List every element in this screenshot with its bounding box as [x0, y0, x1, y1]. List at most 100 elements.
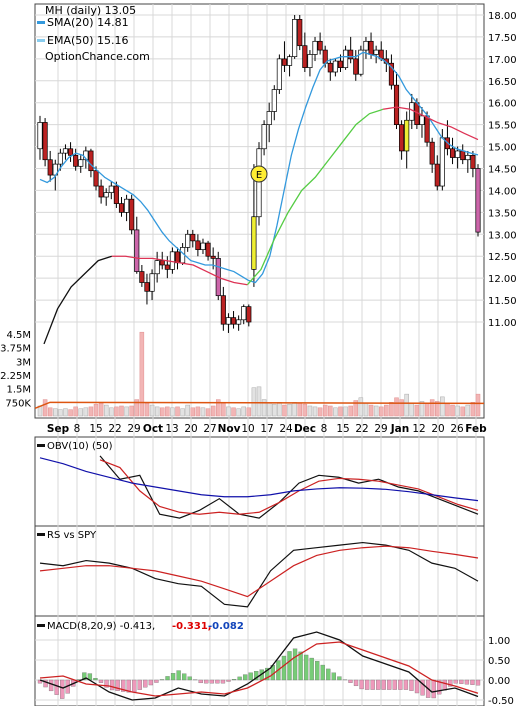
- macd-histogram-bar: [409, 679, 414, 691]
- candle-body: [62, 148, 69, 154]
- macd-tick-label: -0.50: [488, 696, 514, 706]
- volume-bar: [429, 399, 435, 417]
- candlestick: [62, 144, 69, 160]
- candlestick: [113, 181, 119, 208]
- candlestick: [190, 229, 196, 248]
- candlestick: [118, 197, 125, 217]
- date-tick-label: 24: [279, 423, 293, 435]
- macd-tick-label: 0.50: [488, 656, 510, 667]
- date-tick-label: Oct: [143, 423, 163, 435]
- macd-histogram-bar: [132, 679, 137, 693]
- candlestick: [388, 54, 394, 90]
- candle-body: [343, 49, 349, 68]
- volume-bar: [440, 396, 445, 417]
- volume-bar: [241, 406, 246, 417]
- candle-body: [327, 62, 333, 73]
- candlestick: [47, 150, 53, 182]
- candle-body: [225, 317, 231, 325]
- candle-body: [113, 185, 119, 204]
- macd-histogram-bar: [43, 679, 48, 688]
- candlestick: [108, 181, 114, 200]
- volume-bar: [134, 399, 140, 417]
- candlestick: [307, 50, 313, 77]
- candle-body: [57, 152, 63, 165]
- candle-body: [78, 159, 84, 167]
- price-tick-label: 16.00: [488, 99, 517, 110]
- date-tick-label: 13: [165, 423, 178, 435]
- date-tick-label: Feb: [465, 423, 487, 435]
- volume-bar: [409, 402, 415, 417]
- macd-histogram-bar: [298, 651, 303, 681]
- candlestick: [251, 164, 257, 287]
- candle-body: [266, 111, 272, 125]
- macd-histogram-bar: [448, 679, 453, 687]
- candlestick: [358, 45, 364, 77]
- candle-body: [281, 58, 288, 66]
- candle-body: [103, 192, 109, 198]
- candlestick: [144, 273, 150, 305]
- volume-bar: [88, 406, 94, 417]
- price-tick-label: 15.50: [488, 121, 517, 132]
- candlestick: [205, 240, 211, 261]
- date-tick-label: 22: [108, 423, 121, 435]
- candle-body: [399, 124, 405, 152]
- macd-histogram-bar: [392, 679, 397, 690]
- candlestick: [139, 264, 145, 287]
- volume-tick-label: 750K: [5, 398, 31, 409]
- volume-bar: [231, 407, 236, 417]
- candle-body: [144, 282, 150, 292]
- candle-body: [118, 203, 125, 213]
- price-tick-label: 14.00: [488, 186, 517, 197]
- macd-histogram-bar: [420, 679, 425, 696]
- macd-histogram-bar: [265, 667, 270, 681]
- volume-bar: [236, 408, 241, 417]
- macd-histogram-bar: [109, 679, 115, 691]
- macd-histogram-bar: [121, 679, 126, 692]
- macd-histogram-bar: [453, 679, 458, 684]
- macd-histogram-bar: [204, 679, 209, 684]
- price-legend: MH (daily) 13.05 SMA(20) 14.81 EMA(50) 1…: [37, 4, 150, 63]
- candle-body: [449, 148, 456, 158]
- candle-body: [271, 89, 277, 112]
- volume-bar: [129, 405, 134, 417]
- candlestick: [149, 269, 155, 301]
- date-tick-label: 10: [241, 423, 254, 435]
- price-tick-label: 17.50: [488, 33, 517, 44]
- axis-labels: 18.00 17.50 17.00 16.50 16.00 15.50 15.00 14.50…: [0, 11, 517, 706]
- macd-histogram-bar: [437, 679, 442, 695]
- volume-bar: [185, 404, 190, 417]
- ema50-line-below: [382, 106, 479, 141]
- volume-bar: [261, 399, 267, 417]
- candlestick: [276, 54, 282, 94]
- date-tick-label: 8: [321, 423, 328, 435]
- price-tick-label: 15.00: [488, 143, 517, 154]
- macd-histogram-bar: [115, 679, 120, 691]
- price-tick-label: 14.50: [488, 165, 517, 176]
- macd-histogram-bar: [348, 679, 353, 683]
- volume-bar: [124, 406, 129, 417]
- macd-histogram-bar: [431, 679, 436, 699]
- candlestick: [174, 247, 181, 270]
- earnings-marker[interactable]: E: [250, 165, 268, 183]
- candle-body: [460, 150, 466, 161]
- macd-histogram-bar: [159, 679, 165, 681]
- price-tick-label: 17.00: [488, 55, 517, 66]
- obv-line: [99, 455, 479, 519]
- candle-body: [37, 122, 43, 150]
- volume-bar: [287, 403, 292, 417]
- volume-bar: [98, 402, 104, 417]
- candle-body: [169, 251, 175, 270]
- volume-bar: [251, 387, 257, 417]
- macd-histogram-bar: [442, 679, 447, 691]
- volume-bar: [414, 404, 420, 417]
- volume-bar: [109, 407, 114, 417]
- moving-averages: [39, 51, 479, 345]
- sma-legend-swatch: [37, 21, 45, 24]
- ema50-line-below: [111, 255, 248, 286]
- indicator-panels: [37, 455, 481, 701]
- obv-sma10-line: [99, 459, 479, 515]
- candle-body: [88, 150, 94, 172]
- macd-histogram-bar: [303, 654, 309, 681]
- date-tick-label: 22: [355, 423, 368, 435]
- candlestick: [327, 58, 333, 81]
